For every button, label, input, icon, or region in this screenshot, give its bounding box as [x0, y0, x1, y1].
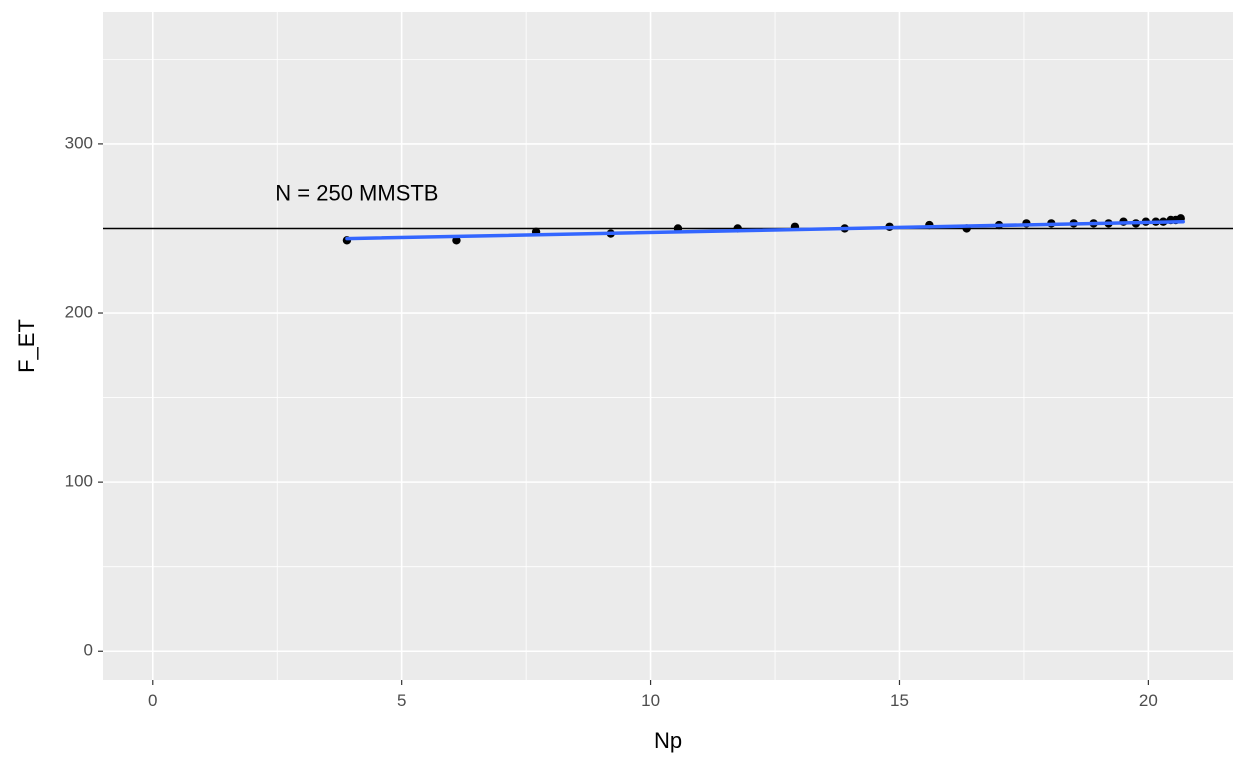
- x-axis-title: Np: [654, 728, 682, 753]
- data-point: [452, 236, 461, 245]
- x-axis-ticks: 0 5 10 15 20: [148, 680, 1158, 710]
- x-tick-label: 10: [641, 691, 660, 710]
- y-axis-title: F_ET: [14, 319, 39, 373]
- x-tick-label: 0: [148, 691, 157, 710]
- y-tick-label: 0: [84, 641, 93, 660]
- x-tick-label: 15: [890, 691, 909, 710]
- plot-panel: [103, 12, 1233, 680]
- major-gridlines: [103, 12, 1233, 680]
- x-tick-label: 5: [397, 691, 406, 710]
- x-tick-label: 20: [1139, 691, 1158, 710]
- y-tick-label: 100: [65, 472, 93, 491]
- y-tick-label: 200: [65, 303, 93, 322]
- y-axis-ticks: 0 100 200 300: [65, 133, 103, 660]
- y-tick-label: 300: [65, 133, 93, 152]
- fit-line: [345, 219, 1185, 241]
- reference-annotation: N = 250 MMSTB: [275, 180, 438, 205]
